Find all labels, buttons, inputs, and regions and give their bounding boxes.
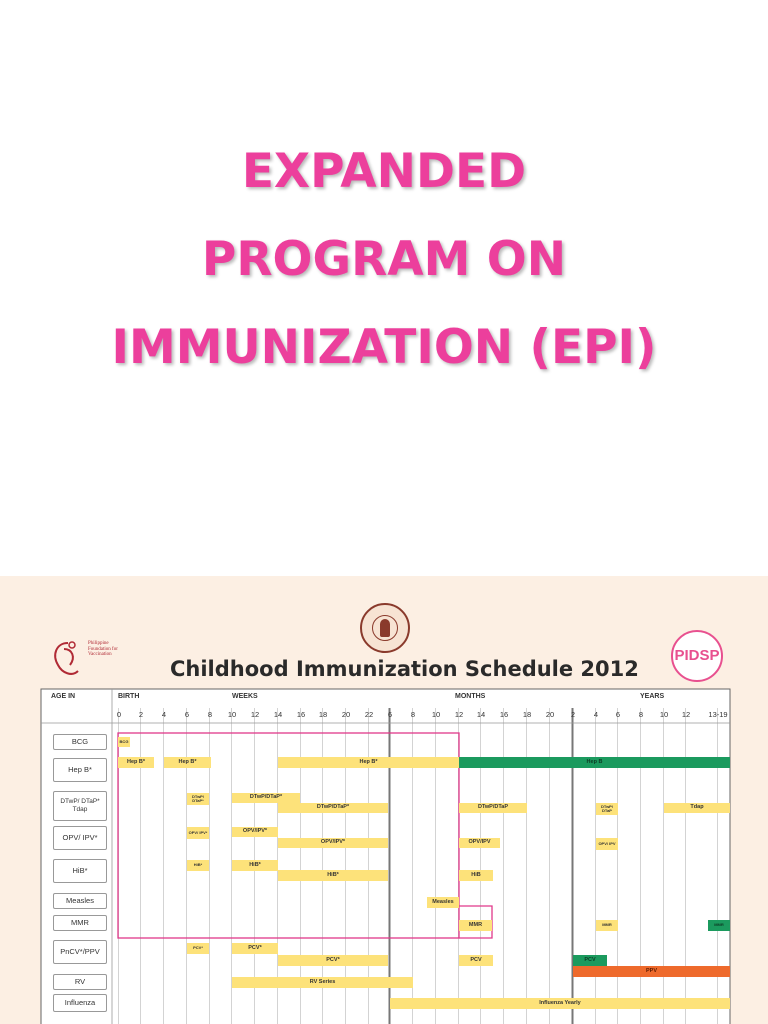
vaccine-bar: RV Series [232, 977, 413, 988]
tick-label: 18 [522, 710, 532, 719]
tick-label: 13-19 [708, 710, 728, 719]
vaccine-bar: Measles [427, 897, 459, 908]
tick-label: 10 [431, 710, 441, 719]
vaccine-bar: DTwP/ DTaP [596, 803, 618, 815]
vaccine-bar: DTwP/ DTaP* [187, 793, 209, 805]
tick-label: 20 [545, 710, 555, 719]
vaccine-bar: HiB* [278, 870, 388, 881]
vaccine-bar: OPV/ IPV [596, 838, 618, 850]
header-age-in: AGE IN [51, 693, 76, 700]
tick-label: 14 [476, 710, 486, 719]
header-years: YEARS [640, 693, 665, 700]
row-label: BCG [53, 734, 107, 750]
vaccine-bar: MMR [708, 920, 730, 931]
vaccine-bar: PCV [459, 955, 493, 966]
row-label: RV [53, 974, 107, 990]
row-label: Hep B* [53, 758, 107, 782]
vaccine-bar: BCG [118, 737, 130, 747]
vaccine-bar: HiB* [187, 860, 209, 871]
vaccine-bar: Hep B* [164, 757, 211, 768]
tick-label: 4 [161, 710, 167, 719]
tick-label: 20 [341, 710, 351, 719]
tick-label: 16 [499, 710, 509, 719]
pediatric-society-seal-icon [360, 603, 410, 653]
tick-label: 22 [364, 710, 374, 719]
tick-label: 6 [615, 710, 621, 719]
schedule-title: Childhood Immunization Schedule 2012 [170, 657, 639, 681]
left-logo-text: Philippine Foundation for Vaccination [88, 641, 118, 657]
vaccine-bar: HiB* [232, 860, 278, 871]
tick-label: 8 [207, 710, 213, 719]
tick-label: 16 [296, 710, 306, 719]
header-weeks: WEEKS [232, 693, 258, 700]
vaccine-bar: PCV [573, 955, 607, 966]
vaccine-bar: OPV/IPV* [278, 838, 388, 848]
tick-label: 12 [250, 710, 260, 719]
vaccine-bar: DTwP/DTaP* [278, 803, 388, 813]
tick-label: 4 [593, 710, 599, 719]
slide-title: EXPANDED PROGRAM ON IMMUNIZATION (EPI) [0, 128, 768, 392]
tick-label: 10 [659, 710, 669, 719]
row-label: Measles [53, 893, 107, 909]
slide-title-line-3: IMMUNIZATION (EPI) [111, 320, 657, 375]
row-label: MMR [53, 915, 107, 931]
vaccine-bar: HiB [459, 870, 493, 881]
vaccine-bar: OPV/IPV* [232, 827, 278, 837]
tick-label: 0 [116, 710, 122, 719]
tick-label: 8 [410, 710, 416, 719]
vaccine-bar: MMR [459, 920, 492, 931]
tick-label: 12 [454, 710, 464, 719]
tick-label: 14 [273, 710, 283, 719]
slide-title-line-2: PROGRAM ON [201, 232, 567, 287]
tick-label: 6 [387, 710, 393, 719]
tick-label: 12 [681, 710, 691, 719]
vaccine-bar: PCV* [232, 943, 278, 954]
vaccine-bar: MMR [596, 920, 618, 931]
pidsp-logo: PIDSP [671, 630, 723, 682]
vaccine-bar: Hep B [459, 757, 730, 768]
row-label: HiB* [53, 859, 107, 883]
row-label: OPV/ IPV* [53, 826, 107, 850]
vaccine-bar: Hep B* [278, 757, 459, 768]
vaccine-bar: Influenza Yearly [390, 998, 730, 1009]
header-months: MONTHS [455, 693, 486, 700]
row-label: DTwP/ DTaP* Tdap [53, 791, 107, 821]
tick-label: 2 [570, 710, 576, 719]
vaccine-bar: DTwP/DTaP* [232, 793, 300, 803]
highlight-box [117, 732, 460, 939]
row-label: Influenza [53, 994, 107, 1012]
vaccine-bar: PPV [573, 966, 730, 977]
right-logo-text: PIDSP [674, 647, 720, 664]
vaccination-foundation-logo: Philippine Foundation for Vaccination [50, 637, 120, 681]
header-birth: BIRTH [118, 693, 140, 700]
row-label: PnCV*/PPV [53, 940, 107, 964]
vaccine-bar: OPV/ IPV* [187, 827, 209, 839]
tick-label: 2 [138, 710, 144, 719]
tick-label: 6 [184, 710, 190, 719]
vaccine-bar: PCV* [278, 955, 388, 966]
vaccine-bar: DTwP/DTaP [459, 803, 527, 813]
tick-label: 18 [318, 710, 328, 719]
vaccine-bar: Tdap [664, 803, 730, 813]
tick-label: 10 [227, 710, 237, 719]
slide-title-line-1: EXPANDED [241, 144, 527, 199]
vaccine-bar: OPV/IPV [459, 838, 500, 848]
vaccine-bar: PCV* [187, 943, 209, 954]
vaccine-bar: Hep B* [118, 757, 154, 768]
highlight-box-extension [459, 905, 493, 939]
tick-label: 8 [638, 710, 644, 719]
